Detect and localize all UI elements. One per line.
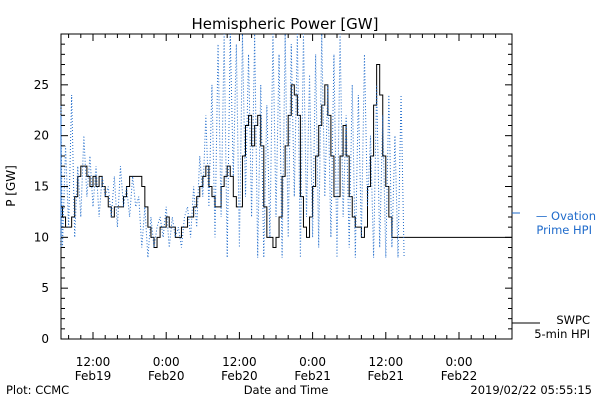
x-tick-label-date: Feb20 bbox=[148, 369, 185, 383]
x-tick-label-time: 12:00 bbox=[369, 355, 404, 369]
y-tick-label: 10 bbox=[34, 230, 49, 244]
series-swpc-line bbox=[60, 64, 512, 248]
series-ovation-line bbox=[60, 33, 405, 258]
legend-swpc-label: SWPC bbox=[556, 313, 590, 327]
x-tick-label-time: 0:00 bbox=[446, 355, 473, 369]
legend-swpc: SWPC 5-min HPI bbox=[512, 313, 590, 341]
legend-ovation-label2: Prime HPI bbox=[536, 223, 592, 237]
footer-credit: Plot: CCMC bbox=[6, 383, 69, 397]
x-tick-label-time: 0:00 bbox=[299, 355, 326, 369]
x-tick-label-date: Feb19 bbox=[75, 369, 112, 383]
y-tick-label: 20 bbox=[34, 129, 49, 143]
x-tick-label-time: 12:00 bbox=[76, 355, 111, 369]
y-tick-label: 15 bbox=[34, 180, 49, 194]
chart-title: Hemispheric Power [GW] bbox=[192, 15, 379, 33]
legend-ovation-label: — Ovation bbox=[536, 209, 596, 223]
x-tick-label-date: Feb21 bbox=[368, 369, 405, 383]
y-tick-label: 5 bbox=[41, 281, 49, 295]
x-tick-label-time: 0:00 bbox=[153, 355, 180, 369]
y-tick-label: 0 bbox=[41, 332, 49, 346]
legend-ovation: — Ovation Prime HPI bbox=[512, 209, 596, 237]
footer-timestamp: 2019/02/22 05:55:15 bbox=[470, 383, 592, 397]
x-tick-label-time: 12:00 bbox=[222, 355, 257, 369]
x-axis-label: Date and Time bbox=[244, 383, 329, 397]
y-tick-label: 25 bbox=[34, 78, 49, 92]
y-axis-label: P [GW] bbox=[4, 165, 18, 207]
x-tick-label-date: Feb22 bbox=[441, 369, 478, 383]
x-tick-label-date: Feb20 bbox=[221, 369, 258, 383]
legend-swpc-label2: 5-min HPI bbox=[534, 327, 590, 341]
x-tick-label-date: Feb21 bbox=[294, 369, 331, 383]
